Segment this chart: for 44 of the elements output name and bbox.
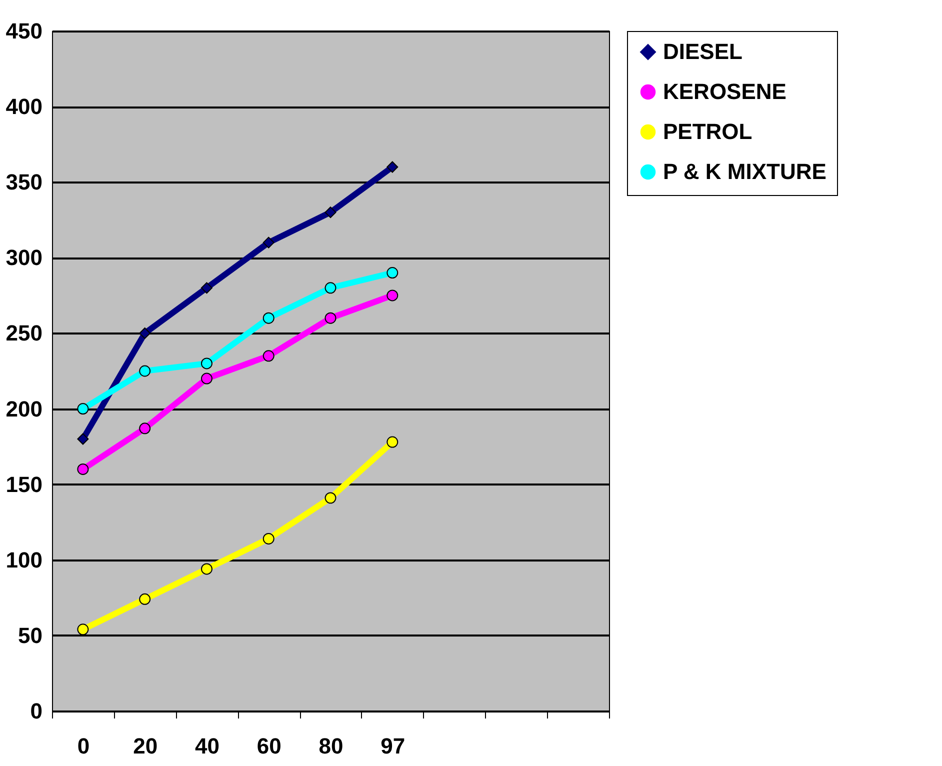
- point: [262, 236, 274, 248]
- y-tick-label: 0: [30, 698, 42, 724]
- legend-label: KEROSENE: [663, 79, 786, 104]
- point: [139, 365, 151, 377]
- x-tick-label: 40: [194, 734, 220, 758]
- y-tick-label: 100: [6, 547, 42, 572]
- point: [262, 350, 274, 362]
- point: [77, 463, 89, 475]
- x-tick-label: 20: [133, 734, 158, 758]
- point: [324, 282, 336, 294]
- point: [77, 624, 89, 636]
- point: [262, 533, 274, 544]
- point: [386, 161, 398, 173]
- point: [200, 358, 212, 370]
- y-tick-label: 250: [6, 320, 42, 346]
- point: [386, 436, 398, 448]
- point: [324, 492, 336, 504]
- y-tick-label: 450: [6, 18, 42, 44]
- y-tick-label: 150: [6, 472, 42, 497]
- x-tick-label: 60: [256, 734, 282, 758]
- x-tick-label: 80: [318, 734, 344, 758]
- legend-label: P & K MIXTURE: [663, 159, 826, 184]
- point: [139, 327, 151, 339]
- point: [77, 433, 89, 445]
- point: [200, 563, 212, 575]
- y-tick-label: 300: [6, 245, 42, 270]
- x-tick-label: 97: [380, 734, 406, 758]
- point: [77, 403, 89, 415]
- point: [386, 290, 398, 302]
- point: [386, 267, 398, 279]
- point: [200, 372, 212, 384]
- y-tick-label: 50: [18, 622, 42, 648]
- y-tick-label: 200: [6, 396, 42, 422]
- legend-label: PETROL: [663, 119, 752, 144]
- point: [324, 206, 336, 218]
- y-tick-label: 350: [6, 170, 42, 195]
- legend-label: DIESEL: [663, 39, 742, 64]
- y-tick-label: 400: [6, 94, 42, 120]
- point: [262, 312, 274, 324]
- point: [200, 282, 212, 294]
- point: [324, 312, 336, 324]
- point: [139, 422, 151, 434]
- x-tick-label: 0: [77, 734, 90, 758]
- point: [139, 593, 151, 605]
